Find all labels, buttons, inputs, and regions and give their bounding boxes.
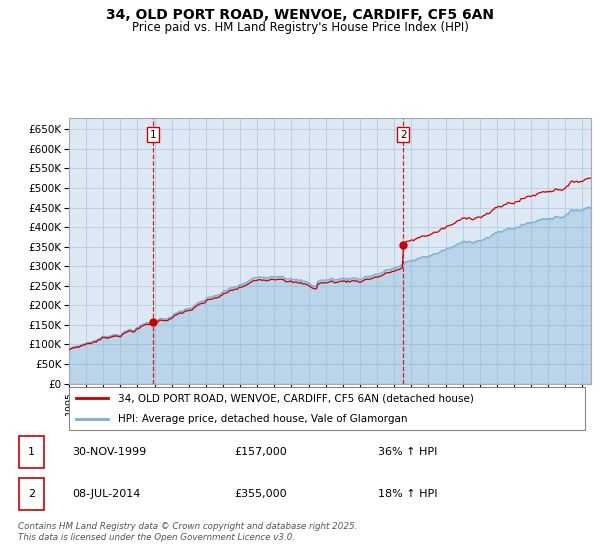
Text: £355,000: £355,000 bbox=[234, 489, 287, 499]
Text: 36% ↑ HPI: 36% ↑ HPI bbox=[378, 447, 437, 457]
Text: 34, OLD PORT ROAD, WENVOE, CARDIFF, CF5 6AN: 34, OLD PORT ROAD, WENVOE, CARDIFF, CF5 … bbox=[106, 8, 494, 22]
Text: £157,000: £157,000 bbox=[234, 447, 287, 457]
Text: 18% ↑ HPI: 18% ↑ HPI bbox=[378, 489, 437, 499]
Text: 2: 2 bbox=[400, 129, 406, 139]
Text: Price paid vs. HM Land Registry's House Price Index (HPI): Price paid vs. HM Land Registry's House … bbox=[131, 21, 469, 34]
Text: Contains HM Land Registry data © Crown copyright and database right 2025.
This d: Contains HM Land Registry data © Crown c… bbox=[18, 522, 358, 542]
Text: 34, OLD PORT ROAD, WENVOE, CARDIFF, CF5 6AN (detached house): 34, OLD PORT ROAD, WENVOE, CARDIFF, CF5 … bbox=[118, 393, 474, 403]
Text: 30-NOV-1999: 30-NOV-1999 bbox=[72, 447, 146, 457]
Text: 1: 1 bbox=[28, 447, 35, 457]
Text: 1: 1 bbox=[150, 129, 157, 139]
Text: 2: 2 bbox=[28, 489, 35, 499]
Text: HPI: Average price, detached house, Vale of Glamorgan: HPI: Average price, detached house, Vale… bbox=[118, 414, 408, 424]
Text: 08-JUL-2014: 08-JUL-2014 bbox=[72, 489, 140, 499]
